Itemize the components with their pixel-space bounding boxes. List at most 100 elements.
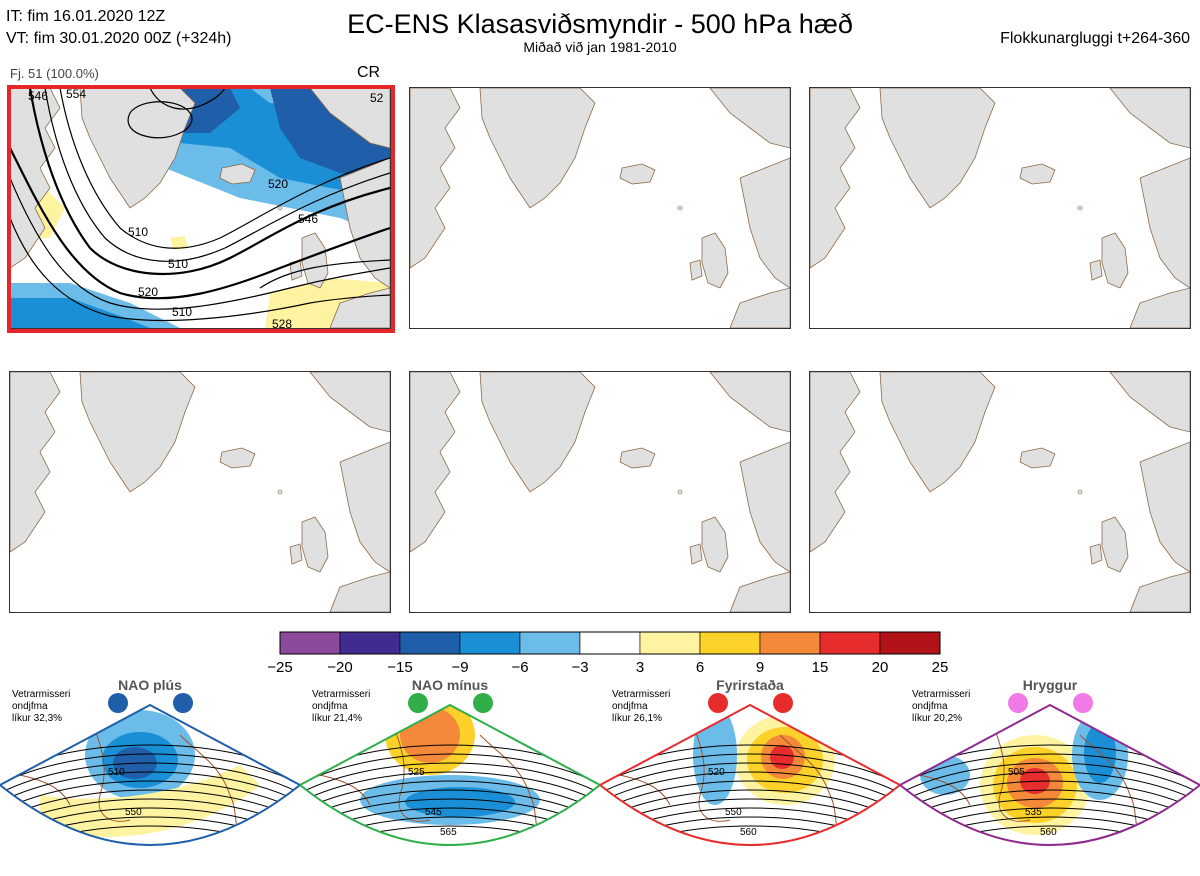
svalbard-land [309, 88, 390, 149]
regime-fan-outline [598, 703, 902, 846]
colorbar-cell [519, 631, 581, 655]
ireland-land [1089, 543, 1103, 565]
contour-label: 550 [125, 807, 142, 818]
canada-land [410, 372, 461, 553]
colorbar-tick-label: −9 [451, 659, 468, 676]
header-info: IT: fim 16.01.2020 12Z VT: fim 30.01.202… [6, 6, 231, 50]
ireland-land [1089, 259, 1103, 281]
contour-label: 510 [172, 305, 192, 319]
contour-line [600, 753, 900, 785]
greenland-land [79, 372, 196, 493]
map-panel-3 [809, 87, 1191, 329]
contour-line [600, 780, 900, 812]
britain-land [701, 516, 729, 573]
regime-dot [173, 693, 193, 713]
anomaly-positive-small [170, 236, 188, 250]
contour-label: 528 [272, 317, 292, 328]
colorbar-tick-label: 25 [932, 659, 949, 676]
init-time: IT: fim 16.01.2020 12Z [6, 8, 166, 25]
greenland-land [879, 88, 996, 209]
svalbard-land [309, 372, 390, 433]
contour-line [0, 780, 300, 812]
regime-info-text: ondjfma [12, 701, 48, 712]
colorbar-cell [459, 631, 521, 655]
regime-info-text: ondjfma [912, 701, 948, 712]
regime-dot [108, 693, 128, 713]
scandinavia-land [739, 157, 790, 289]
land-layer [810, 88, 1190, 328]
europe-land [729, 287, 790, 328]
contour-label: 510 [128, 225, 148, 239]
colorbar-cell [339, 631, 401, 655]
regime-info-text: Vetrarmisseri [912, 689, 970, 700]
contour-label: 510 [168, 257, 188, 271]
contour-line [0, 762, 300, 794]
faroe-land [1077, 489, 1083, 495]
page-title: EC-ENS Klasasviðsmyndir - 500 hPa hæð [347, 9, 853, 39]
europe-land [1129, 287, 1190, 328]
colorbar-cell [699, 631, 761, 655]
map-svg [410, 372, 790, 612]
map-panel-1: 510 520 546 510 520 510 528 546 554 52 [9, 87, 391, 329]
colorbar-tick-label: −20 [327, 659, 352, 676]
contour-line [600, 762, 900, 794]
iceland-land [619, 163, 656, 185]
colorbar-cell [879, 631, 941, 655]
britain-land [1101, 516, 1129, 573]
colorbar-tick-label: 15 [812, 659, 829, 676]
faroe-land [677, 489, 683, 495]
land-layer [810, 372, 1190, 612]
regime-fan-outline [0, 703, 302, 846]
colorbar-tick-label: −15 [387, 659, 412, 676]
map-svg [10, 372, 390, 612]
land-layer [410, 372, 790, 612]
regime-svg: 525 545 565 NAO mínus Vetrarmisseriondjfmalí… [298, 677, 602, 846]
anomaly-positive [40, 765, 260, 837]
header-title-block: EC-ENS Klasasviðsmyndir - 500 hPa hæð Mi… [0, 8, 1200, 54]
britain-land [301, 516, 329, 573]
scandinavia-land [339, 441, 390, 573]
classification-window: Flokkunargluggi t+264-360 [1000, 30, 1190, 47]
contour-label: 505 [1008, 767, 1025, 778]
anomaly-positive-max [770, 745, 794, 769]
scandinavia-land [1139, 157, 1190, 289]
europe-land [329, 287, 390, 328]
greenland-land [479, 372, 596, 493]
colorbar-cell [279, 631, 341, 655]
contour-label: 520 [138, 285, 158, 299]
regime-svg: 510 550 NAO plús Vetrarmisseriondjfmalíkur … [0, 677, 302, 846]
valid-time: VT: fim 30.01.2020 00Z (+324h) [6, 30, 232, 47]
britain-land [1101, 232, 1129, 289]
faroe-land [277, 205, 283, 211]
colorbar: −25 −20 −15 −9 −6 −3 3 6 9 15 20 25 [267, 631, 949, 676]
regime-panel: 510 550 NAO plús Vetrarmisseri ondjfma líkur … [0, 675, 302, 871]
colorbar-tick-label: 9 [756, 659, 764, 676]
contour-line [10, 147, 390, 300]
contour-line [259, 259, 390, 289]
regime-title: Hryggur [1023, 677, 1078, 693]
height-contours [10, 88, 390, 322]
land-layer [10, 88, 390, 328]
regime-fan-outline [898, 703, 1200, 846]
contour-label: 554 [66, 88, 86, 101]
contour-line [300, 753, 600, 785]
contour-line [600, 771, 900, 803]
colorbar-tick-label: 20 [872, 659, 889, 676]
europe-land [729, 571, 790, 612]
faroe-land [1077, 205, 1083, 211]
contour-label: 535 [1025, 807, 1042, 818]
regime-info-text: Vetrarmisseri [12, 689, 70, 700]
map-svg [810, 372, 1190, 612]
contour-line [10, 217, 390, 322]
contour-label: 52 [370, 91, 384, 105]
map-svg [410, 88, 790, 328]
canada-land [10, 88, 61, 269]
scandinavia-land [739, 441, 790, 573]
greenland-land [479, 88, 596, 209]
contour-line [0, 771, 300, 803]
regime-info-text: líkur 21,4% [312, 713, 362, 724]
regime-info-text: líkur 20,2% [912, 713, 962, 724]
colorbar-cell [639, 631, 701, 655]
contour-line [10, 177, 390, 310]
iceland-land [219, 163, 256, 185]
